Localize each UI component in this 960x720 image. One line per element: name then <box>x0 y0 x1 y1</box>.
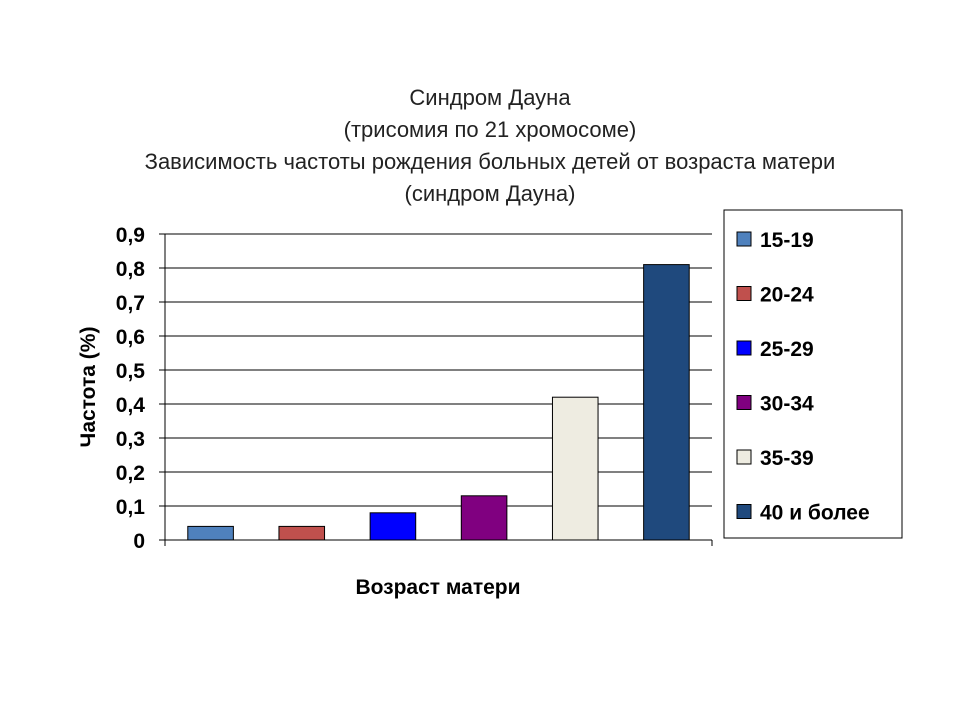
gridlines <box>159 233 712 541</box>
y-axis-title: Частота (%) <box>77 327 100 448</box>
y-tick-label: 0,1 <box>116 496 146 519</box>
legend-swatch <box>736 340 752 356</box>
title-line-1: Синдром Дауна <box>409 85 571 110</box>
legend-swatch <box>736 231 752 247</box>
legend-label: 20-24 <box>760 284 814 307</box>
y-tick-label: 0,2 <box>116 462 145 485</box>
y-tick-label: 0,7 <box>116 292 145 315</box>
legend-label: 35-39 <box>760 447 814 470</box>
legend-label: 25-29 <box>760 338 814 361</box>
y-tick-label: 0,9 <box>116 224 145 247</box>
y-tick-label: 0,8 <box>116 258 146 281</box>
title-line-2: (трисомия по 21 хромосоме) <box>343 117 637 142</box>
y-tick-label: 0,4 <box>116 394 146 417</box>
title-line-3: Зависимость частоты рождения больных дет… <box>144 149 836 174</box>
title-line-4: (синдром Дауна) <box>404 181 576 206</box>
y-tick-label: 0,5 <box>116 360 146 383</box>
chart-title: Синдром Дауна (трисомия по 21 хромосоме)… <box>0 82 960 210</box>
bar-15-19 <box>187 525 234 541</box>
legend-label: 15-19 <box>760 229 814 252</box>
bar-35-39 <box>551 396 599 541</box>
legend-label: 40 и более <box>760 502 870 525</box>
bar-30-34 <box>460 495 508 541</box>
axes <box>164 234 713 546</box>
legend: 15-19 20-24 25-29 30-34 35-39 40 и более <box>723 209 903 539</box>
legend-label: 30-34 <box>760 393 814 416</box>
legend-swatch <box>736 449 752 465</box>
y-tick-label: 0 <box>133 530 145 553</box>
y-tick-labels: 0 0,1 0,2 0,3 0,4 0,5 0,6 0,7 0,8 0,9 <box>116 224 146 553</box>
legend-swatch <box>736 395 752 410</box>
bar-20-24 <box>278 525 326 541</box>
legend-swatch <box>736 504 752 519</box>
bar-25-29 <box>369 512 417 541</box>
legend-swatch <box>736 286 752 301</box>
bar-40-и-более <box>643 264 690 541</box>
x-axis-title: Возраст матери <box>355 576 520 599</box>
y-tick-label: 0,6 <box>116 326 145 349</box>
legend-box <box>723 209 903 539</box>
y-tick-label: 0,3 <box>116 428 145 451</box>
bars <box>187 264 690 541</box>
